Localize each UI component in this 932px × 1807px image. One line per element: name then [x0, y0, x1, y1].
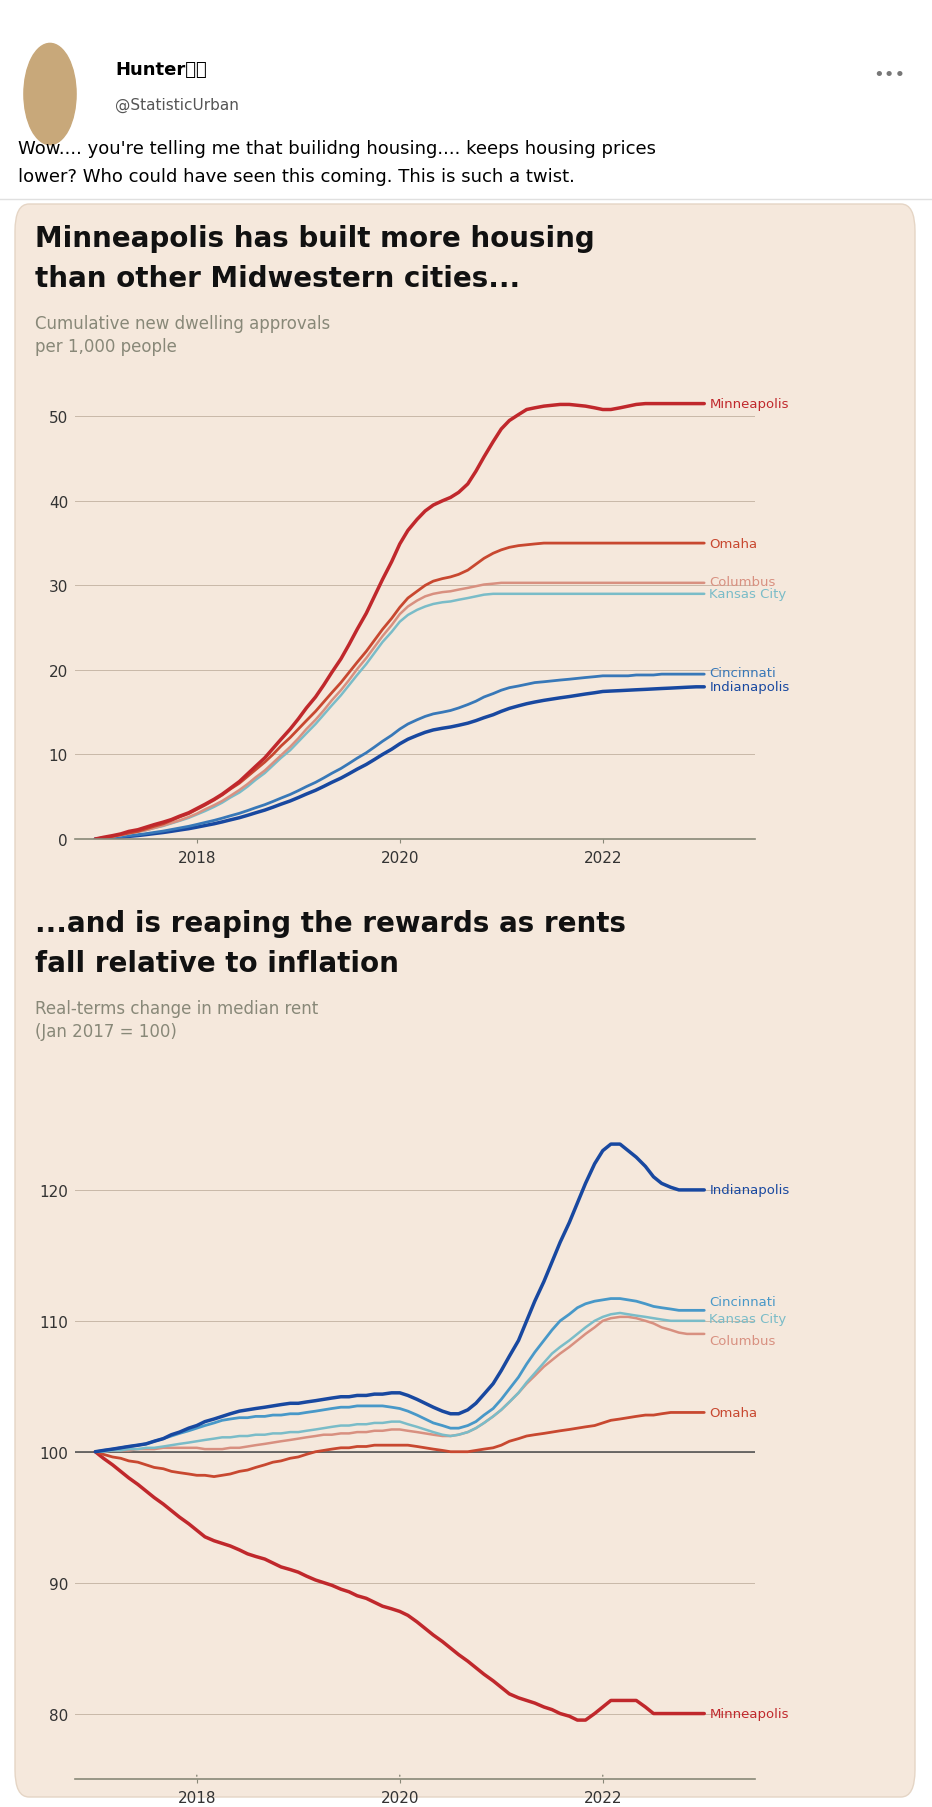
Circle shape [24, 45, 76, 146]
Text: @StatisticUrban: @StatisticUrban [115, 98, 239, 112]
Text: •••: ••• [872, 67, 905, 83]
Text: Wow.... you're telling me that builidng housing.... keeps housing prices: Wow.... you're telling me that builidng … [18, 139, 656, 157]
Text: Minneapolis has built more housing: Minneapolis has built more housing [35, 224, 595, 253]
Text: Hunter📈🌈: Hunter📈🌈 [115, 61, 207, 80]
Text: (Jan 2017 = 100): (Jan 2017 = 100) [35, 1023, 177, 1041]
Text: lower? Who could have seen this coming. This is such a twist.: lower? Who could have seen this coming. … [18, 168, 575, 186]
Text: ...and is reaping the rewards as rents: ...and is reaping the rewards as rents [35, 909, 626, 938]
Text: Indianapolis: Indianapolis [709, 681, 789, 694]
Text: Columbus: Columbus [709, 575, 775, 589]
Text: Minneapolis: Minneapolis [709, 398, 788, 410]
Text: Indianapolis: Indianapolis [709, 1184, 789, 1196]
Text: Columbus: Columbus [709, 1334, 775, 1348]
Text: per 1,000 people: per 1,000 people [35, 338, 177, 356]
Text: Cincinnati: Cincinnati [709, 1296, 776, 1308]
Text: Minneapolis: Minneapolis [709, 1708, 788, 1720]
Text: Omaha: Omaha [709, 537, 758, 551]
Text: than other Midwestern cities...: than other Midwestern cities... [35, 266, 520, 293]
Text: Omaha: Omaha [709, 1406, 758, 1418]
Text: fall relative to inflation: fall relative to inflation [35, 949, 399, 978]
Text: Cincinnati: Cincinnati [709, 667, 776, 679]
FancyBboxPatch shape [15, 204, 915, 1796]
Text: Real-terms change in median rent: Real-terms change in median rent [35, 999, 318, 1017]
Text: Cumulative new dwelling approvals: Cumulative new dwelling approvals [35, 314, 330, 332]
Text: Kansas City: Kansas City [709, 587, 787, 602]
Text: Kansas City: Kansas City [709, 1312, 787, 1325]
FancyBboxPatch shape [0, 0, 932, 201]
